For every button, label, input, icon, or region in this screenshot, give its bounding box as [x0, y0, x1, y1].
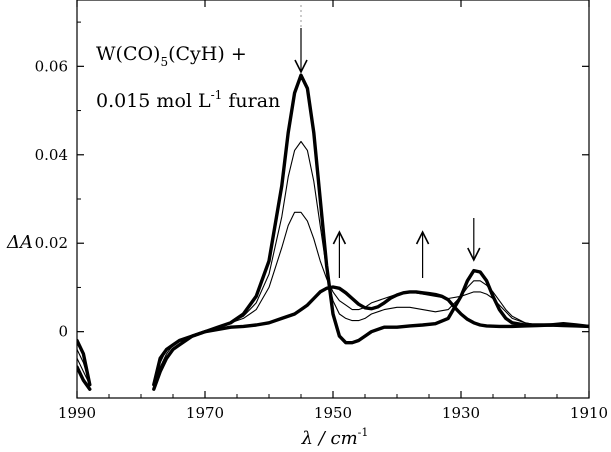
- x-tick-label: 1990: [58, 404, 96, 422]
- x-axis-title-sup: -1: [358, 426, 369, 439]
- series-line-3: [77, 211, 589, 386]
- annotation-line-2-rest: furan: [222, 90, 280, 112]
- arrow-down: [467, 218, 481, 262]
- series-line-4: [77, 285, 589, 391]
- series-line-1: [77, 73, 589, 387]
- annotation-line-1-sub: 5: [160, 55, 168, 69]
- x-tick-label: 1970: [186, 404, 224, 422]
- arrow-up: [332, 230, 347, 278]
- y-tick-label: 0.04: [35, 146, 68, 164]
- y-tick-label: 0.06: [35, 57, 68, 75]
- x-axis-title-main: λ / cm: [301, 428, 358, 449]
- annotation-line-2-main: 0.015 mol L: [96, 90, 211, 112]
- y-axis-title: ΔA: [6, 232, 33, 253]
- x-tick-label: 1950: [314, 404, 352, 422]
- series-line-2: [77, 140, 589, 386]
- x-tick-label: 1930: [442, 404, 480, 422]
- x-axis-title: λ / cm-1: [301, 426, 369, 449]
- arrow-up: [415, 230, 430, 278]
- y-tick-label: 0.02: [35, 234, 68, 252]
- arrow-down: [294, 5, 308, 74]
- x-tick-label: 1910: [570, 404, 608, 422]
- annotation-line-2-sup: -1: [211, 88, 223, 102]
- annotation-line-1: W(CO)5(CyH) +: [96, 43, 247, 69]
- y-tick-label: 0: [58, 323, 68, 341]
- annotation-line-1-main: W(CO): [96, 43, 160, 65]
- annotation-line-2: 0.015 mol L-1 furan: [96, 88, 280, 112]
- annotation-line-1-rest: (CyH) +: [168, 43, 247, 65]
